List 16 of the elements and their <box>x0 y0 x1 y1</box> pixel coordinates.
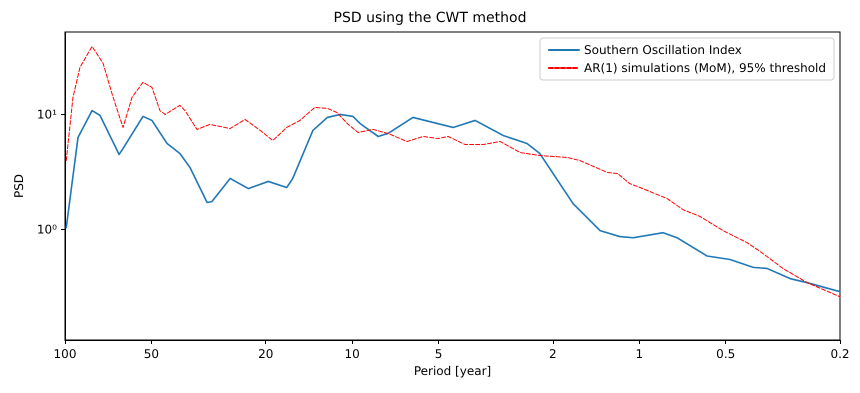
x-tick-label: 5 <box>434 347 442 361</box>
x-tick-label: 0.2 <box>830 347 850 361</box>
legend-label: AR(1) simulations (MoM), 95% threshold <box>584 61 826 75</box>
x-tick-label: 2 <box>549 347 557 361</box>
x-tick-label: 50 <box>144 347 160 361</box>
x-axis-title: Period [year] <box>414 364 492 378</box>
x-tick-label: 20 <box>258 347 274 361</box>
y-axis-title: PSD <box>12 174 26 198</box>
x-tick-label: 10 <box>344 347 360 361</box>
legend-label: Southern Oscillation Index <box>584 43 742 57</box>
y-tick-label: 10⁰ <box>36 222 58 237</box>
x-tick-label: 0.5 <box>716 347 736 361</box>
x-tick-label: 1 <box>635 347 644 361</box>
chart-title: PSD using the CWT method <box>334 10 526 26</box>
x-tick-label: 100 <box>54 347 76 361</box>
y-tick-label: 10¹ <box>36 107 58 122</box>
